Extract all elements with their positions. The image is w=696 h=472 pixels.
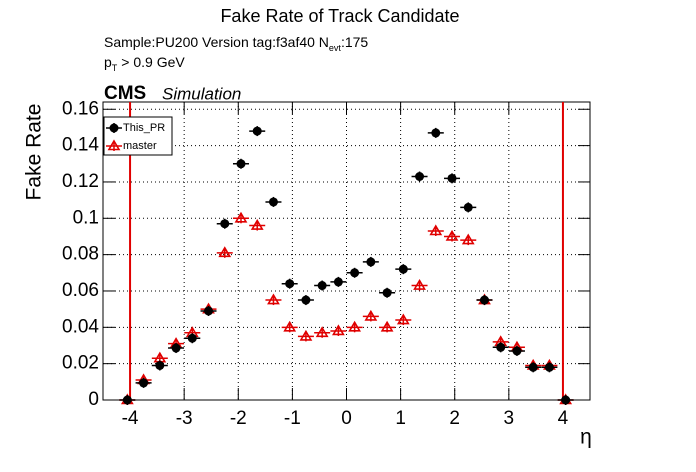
pt-cut-text: > 0.9 GeV: [121, 54, 185, 70]
x-tick-label: 3: [504, 408, 515, 429]
marker: [317, 281, 327, 291]
y-tick-label: 0.08: [62, 244, 99, 265]
marker: [204, 306, 214, 316]
y-tick-label: 0: [88, 389, 99, 410]
x-tick-label: -1: [284, 408, 301, 429]
marker: [447, 173, 457, 183]
marker: [366, 257, 376, 267]
x-tick-label: -4: [122, 408, 139, 429]
marker: [283, 320, 297, 332]
marker: [348, 320, 362, 332]
marker: [512, 346, 522, 356]
marker: [528, 362, 538, 372]
marker: [315, 326, 329, 338]
x-tick-label: -3: [176, 408, 193, 429]
marker: [364, 309, 378, 321]
y-axis-label: Fake Rate: [23, 104, 46, 201]
marker: [382, 288, 392, 298]
y-tick-label: 0.06: [62, 280, 99, 301]
x-tick-label: 2: [449, 408, 460, 429]
marker: [461, 233, 475, 245]
marker: [415, 172, 425, 181]
marker: [285, 279, 295, 289]
marker: [331, 324, 345, 336]
legend-box: [103, 116, 173, 156]
marker: [398, 264, 408, 274]
y-tick-label: 0.12: [62, 171, 99, 192]
marker: [301, 295, 311, 305]
x-tick-label: 1: [395, 408, 406, 429]
marker: [267, 293, 280, 305]
pt-symbol: p: [104, 54, 112, 70]
marker: [139, 378, 149, 388]
plot-frame: [102, 101, 591, 401]
x-tick-label: 0: [341, 408, 352, 429]
marker: [187, 333, 197, 343]
sample-text: Sample:PU200 Version tag:f3af40 N: [104, 34, 329, 50]
marker: [496, 342, 506, 352]
marker: [236, 159, 246, 169]
y-tick-label: 0.14: [62, 135, 99, 156]
marker: [122, 395, 132, 405]
marker: [171, 343, 181, 353]
marker: [268, 197, 278, 207]
marker: [333, 277, 343, 287]
legend-label: master: [123, 140, 157, 152]
marker: [220, 219, 230, 229]
marker: [234, 211, 248, 223]
info: Sample:PU200 Version tag:f3af40 Nevt:175: [104, 34, 368, 54]
marker: [107, 139, 121, 151]
pt-cut: pT > 0.9 GeV: [104, 54, 185, 74]
plot-area: 0 0.02 0.04 0.06 0.08 0.1 0.12 0.14 0.16 -4 -3 -2 -1…: [62, 98, 591, 429]
y-tick-label: 0.1: [73, 207, 99, 228]
marker: [252, 126, 262, 136]
x-tick-label: -2: [230, 408, 247, 429]
marker: [544, 362, 554, 372]
y-tick-label: 0.02: [62, 353, 99, 374]
marker: [250, 218, 264, 230]
chart-title: Fake Rate of Track Candidate: [220, 6, 459, 26]
marker: [429, 224, 443, 236]
marker: [380, 320, 394, 332]
x-axis-label: η: [580, 426, 592, 449]
nevt-sub: evt: [329, 43, 342, 53]
legend-label: This_PR: [123, 122, 165, 134]
marker: [155, 360, 165, 370]
marker: [413, 278, 426, 290]
marker: [218, 246, 232, 258]
marker: [463, 202, 473, 212]
x-tick-label: 4: [558, 408, 569, 429]
experiment: CMS: [104, 83, 146, 104]
y-tick-label: 0.16: [62, 98, 99, 119]
nevt-value: :175: [341, 34, 368, 50]
marker: [109, 123, 119, 133]
marker: [350, 268, 360, 278]
marker: [431, 128, 441, 138]
marker: [299, 329, 313, 341]
status: Simulation: [162, 84, 241, 103]
pt-sub: T: [112, 63, 118, 73]
marker: [396, 313, 410, 325]
y-tick-label: 0.04: [62, 316, 99, 337]
marker: [561, 395, 571, 405]
marker: [445, 229, 459, 241]
marker: [479, 295, 489, 305]
